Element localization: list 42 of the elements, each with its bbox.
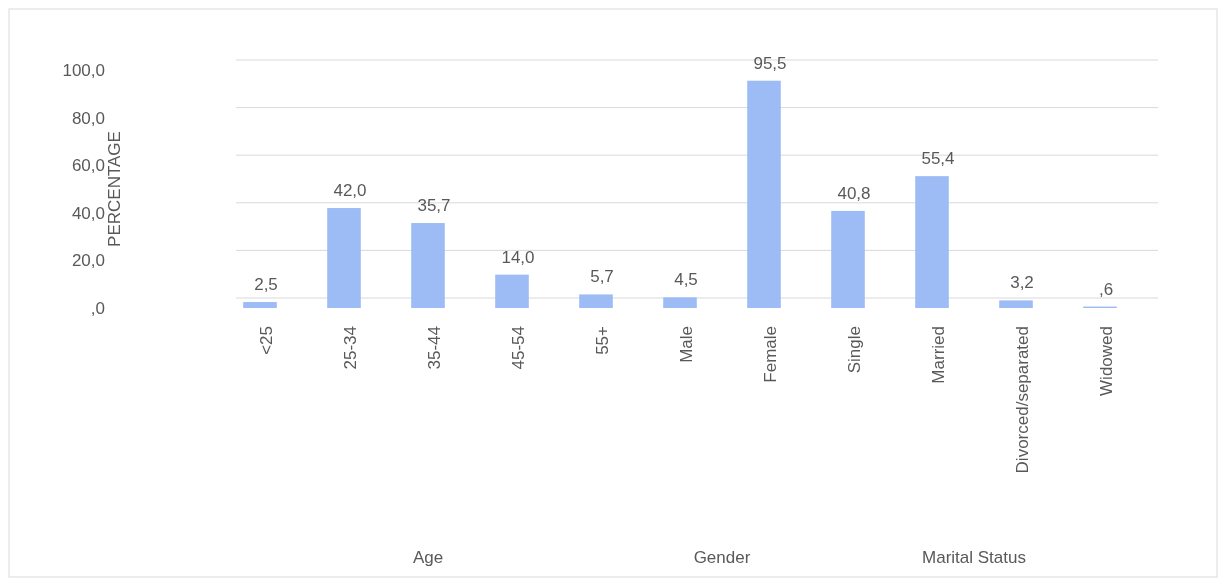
- bar: [663, 297, 697, 308]
- data-label: 40,8: [837, 183, 871, 203]
- data-label: 14,0: [501, 247, 535, 267]
- x-tick-label: 45-54: [508, 326, 528, 370]
- data-label: 55,4: [921, 149, 955, 169]
- x-tick-label: 25-34: [340, 326, 360, 370]
- bar: [579, 294, 613, 308]
- data-label: 35,7: [417, 196, 451, 216]
- y-tick-label: 20,0: [71, 251, 105, 271]
- bar: [411, 223, 445, 308]
- data-label: 3,2: [1010, 273, 1034, 293]
- data-label: 95,5: [753, 53, 787, 73]
- x-tick-label: 35-44: [424, 326, 444, 370]
- data-label: 2,5: [254, 275, 278, 295]
- data-label: 42,0: [333, 181, 367, 201]
- x-tick-label: Single: [844, 326, 864, 374]
- y-tick-label: 100,0: [62, 60, 105, 80]
- x-tick-label: 55+: [592, 325, 612, 355]
- x-tick-label: Male: [676, 326, 696, 363]
- bar: [999, 300, 1033, 308]
- x-tick-label: Married: [928, 326, 948, 384]
- y-axis-title: PERCENTAGE: [105, 131, 124, 247]
- x-tick-label: <25: [256, 326, 276, 355]
- bar: [327, 208, 361, 308]
- y-tick-label: ,0: [90, 298, 105, 318]
- data-label: 4,5: [674, 270, 698, 290]
- text: Gender: [693, 548, 751, 567]
- bar: [243, 302, 277, 308]
- bar: [915, 176, 949, 308]
- bar: [495, 274, 529, 308]
- y-tick-label: 80,0: [71, 108, 105, 128]
- x-tick-label: Female: [760, 326, 780, 383]
- annotation: ,6: [1098, 279, 1114, 299]
- bar: [831, 210, 865, 308]
- x-tick-label: Divorced/separated: [1012, 326, 1032, 474]
- y-tick-label: 60,0: [71, 156, 105, 176]
- data-label: 5,7: [590, 267, 614, 287]
- y-tick-label: 40,0: [71, 203, 105, 223]
- x-tick-label: Widowed: [1096, 326, 1116, 396]
- text: Age: [412, 548, 444, 567]
- bar: [747, 80, 781, 308]
- text: Marital Status: [922, 548, 1026, 567]
